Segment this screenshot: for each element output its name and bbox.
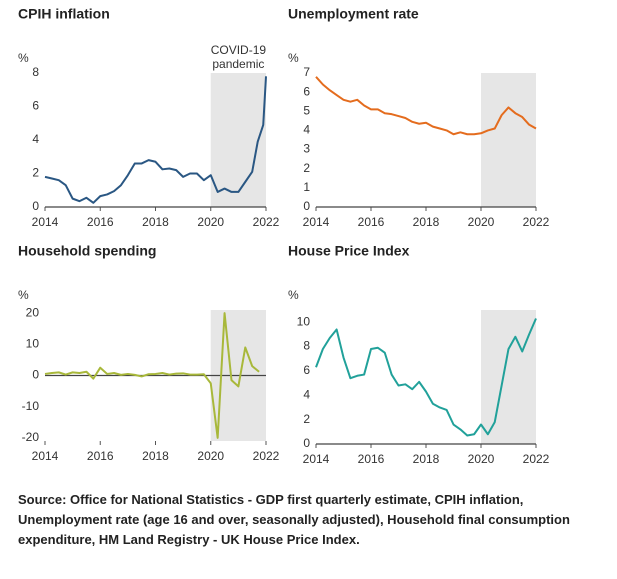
highlight-region xyxy=(481,310,536,444)
y-tick-label: 2 xyxy=(303,161,310,175)
x-tick-label: 2014 xyxy=(32,449,59,463)
x-tick-label: 2022 xyxy=(523,452,550,466)
y-tick-label: 0 xyxy=(303,199,310,213)
y-tick-label: 2 xyxy=(32,166,39,180)
x-tick-label: 2016 xyxy=(358,452,385,466)
y-tick-label: 4 xyxy=(303,387,310,401)
x-tick-label: 2020 xyxy=(468,215,495,229)
y-tick-label: 0 xyxy=(303,436,310,450)
y-tick-label: 5 xyxy=(303,103,310,117)
y-axis-label: % xyxy=(18,51,29,65)
y-tick-label: 10 xyxy=(26,336,40,350)
x-tick-label: 2020 xyxy=(197,215,224,229)
y-tick-label: 6 xyxy=(303,84,310,98)
x-tick-label: 2016 xyxy=(87,215,114,229)
y-tick-label: 6 xyxy=(32,99,39,113)
y-tick-label: 8 xyxy=(303,339,310,353)
chart-title: CPIH inflation xyxy=(18,6,110,22)
data-line xyxy=(315,318,537,437)
x-tick-label: 2022 xyxy=(253,449,280,463)
x-tick-label: 2020 xyxy=(197,449,224,463)
chart-title: House Price Index xyxy=(288,243,410,259)
x-tick-label: 2018 xyxy=(413,452,440,466)
x-tick-label: 2016 xyxy=(87,449,114,463)
chart-title: Unemployment rate xyxy=(288,6,419,22)
x-tick-label: 2022 xyxy=(523,215,550,229)
x-tick-label: 2014 xyxy=(303,215,330,229)
charts: CPIH inflationCOVID-19pandemic%024682014… xyxy=(18,6,550,466)
source-note: Source: Office for National Statistics -… xyxy=(18,492,570,547)
annotation: pandemic xyxy=(212,57,264,71)
y-axis-label: % xyxy=(18,288,29,302)
y-tick-label: 0 xyxy=(32,199,39,213)
y-tick-label: 0 xyxy=(32,368,39,382)
highlight-region xyxy=(481,73,536,207)
x-tick-label: 2020 xyxy=(468,452,495,466)
y-tick-label: 3 xyxy=(303,142,310,156)
y-axis-label: % xyxy=(288,288,299,302)
y-tick-label: 10 xyxy=(297,314,311,328)
y-tick-label: -10 xyxy=(22,399,40,413)
y-tick-label: 6 xyxy=(303,363,310,377)
y-tick-label: 4 xyxy=(32,132,39,146)
y-axis-label: % xyxy=(288,51,299,65)
highlight-region xyxy=(210,73,266,207)
x-tick-label: 2014 xyxy=(32,215,59,229)
x-tick-label: 2016 xyxy=(358,215,385,229)
y-tick-label: -20 xyxy=(22,430,40,444)
x-tick-label: 2022 xyxy=(253,215,280,229)
y-tick-label: 8 xyxy=(32,65,39,79)
data-line xyxy=(44,312,260,439)
x-tick-label: 2018 xyxy=(142,215,169,229)
y-tick-label: 1 xyxy=(303,180,310,194)
y-tick-label: 7 xyxy=(303,65,310,79)
chart-title: Household spending xyxy=(18,243,156,259)
annotation: COVID-19 xyxy=(211,43,267,57)
data-line xyxy=(44,76,267,204)
x-tick-label: 2018 xyxy=(142,449,169,463)
data-line xyxy=(315,76,537,136)
y-tick-label: 2 xyxy=(303,412,310,426)
y-tick-label: 4 xyxy=(303,123,310,137)
x-tick-label: 2018 xyxy=(413,215,440,229)
x-tick-label: 2014 xyxy=(303,452,330,466)
y-tick-label: 20 xyxy=(26,305,40,319)
